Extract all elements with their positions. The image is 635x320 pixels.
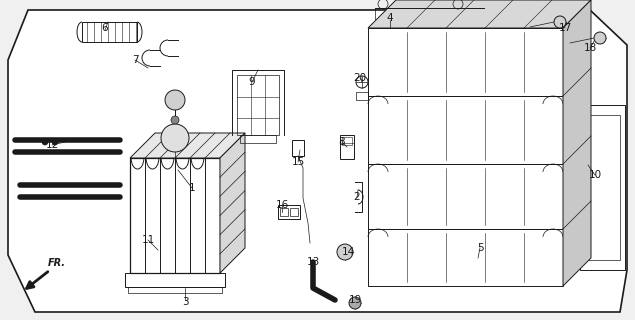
Circle shape — [52, 139, 58, 145]
Bar — [580, 105, 625, 270]
Text: 18: 18 — [584, 43, 597, 53]
Bar — [470, 8, 484, 26]
Text: 16: 16 — [276, 200, 289, 210]
Text: 9: 9 — [249, 77, 255, 87]
Text: 17: 17 — [558, 23, 572, 33]
Polygon shape — [8, 10, 627, 312]
Text: 14: 14 — [342, 247, 354, 257]
Bar — [278, 205, 300, 219]
Bar — [375, 8, 389, 26]
Bar — [130, 158, 220, 273]
Text: FR.: FR. — [48, 258, 66, 268]
Bar — [585, 115, 620, 260]
Bar — [395, 8, 409, 26]
Bar — [240, 135, 276, 143]
Polygon shape — [130, 133, 245, 158]
Bar — [356, 92, 368, 100]
Bar — [342, 137, 352, 145]
Bar — [368, 96, 563, 164]
Circle shape — [161, 124, 189, 152]
Bar — [340, 135, 354, 159]
Circle shape — [337, 244, 353, 260]
Text: 4: 4 — [387, 13, 393, 23]
Text: 12: 12 — [45, 140, 58, 150]
Circle shape — [42, 139, 48, 145]
Text: 10: 10 — [589, 170, 601, 180]
Bar — [450, 8, 464, 26]
Text: 19: 19 — [349, 295, 361, 305]
Polygon shape — [220, 133, 245, 273]
Text: 6: 6 — [102, 23, 109, 33]
Bar — [368, 164, 563, 229]
Bar — [82, 22, 137, 42]
Circle shape — [349, 297, 361, 309]
Circle shape — [165, 90, 185, 110]
Circle shape — [554, 16, 566, 28]
Polygon shape — [563, 0, 591, 286]
Polygon shape — [368, 0, 591, 28]
Text: 3: 3 — [182, 297, 189, 307]
Bar — [280, 208, 288, 216]
Text: 7: 7 — [131, 55, 138, 65]
Bar — [368, 28, 563, 96]
Text: 1: 1 — [189, 183, 196, 193]
Text: 2: 2 — [354, 192, 360, 202]
Text: 15: 15 — [291, 157, 305, 167]
Text: 5: 5 — [477, 243, 483, 253]
Circle shape — [594, 32, 606, 44]
Bar — [125, 273, 225, 287]
Text: 20: 20 — [354, 73, 366, 83]
Text: 8: 8 — [338, 137, 345, 147]
Text: 11: 11 — [142, 235, 155, 245]
Text: 13: 13 — [306, 257, 319, 267]
Bar — [128, 287, 222, 293]
Bar — [237, 75, 279, 135]
Circle shape — [171, 116, 179, 124]
Bar — [292, 140, 304, 156]
Bar — [368, 229, 563, 286]
Bar — [290, 208, 298, 216]
